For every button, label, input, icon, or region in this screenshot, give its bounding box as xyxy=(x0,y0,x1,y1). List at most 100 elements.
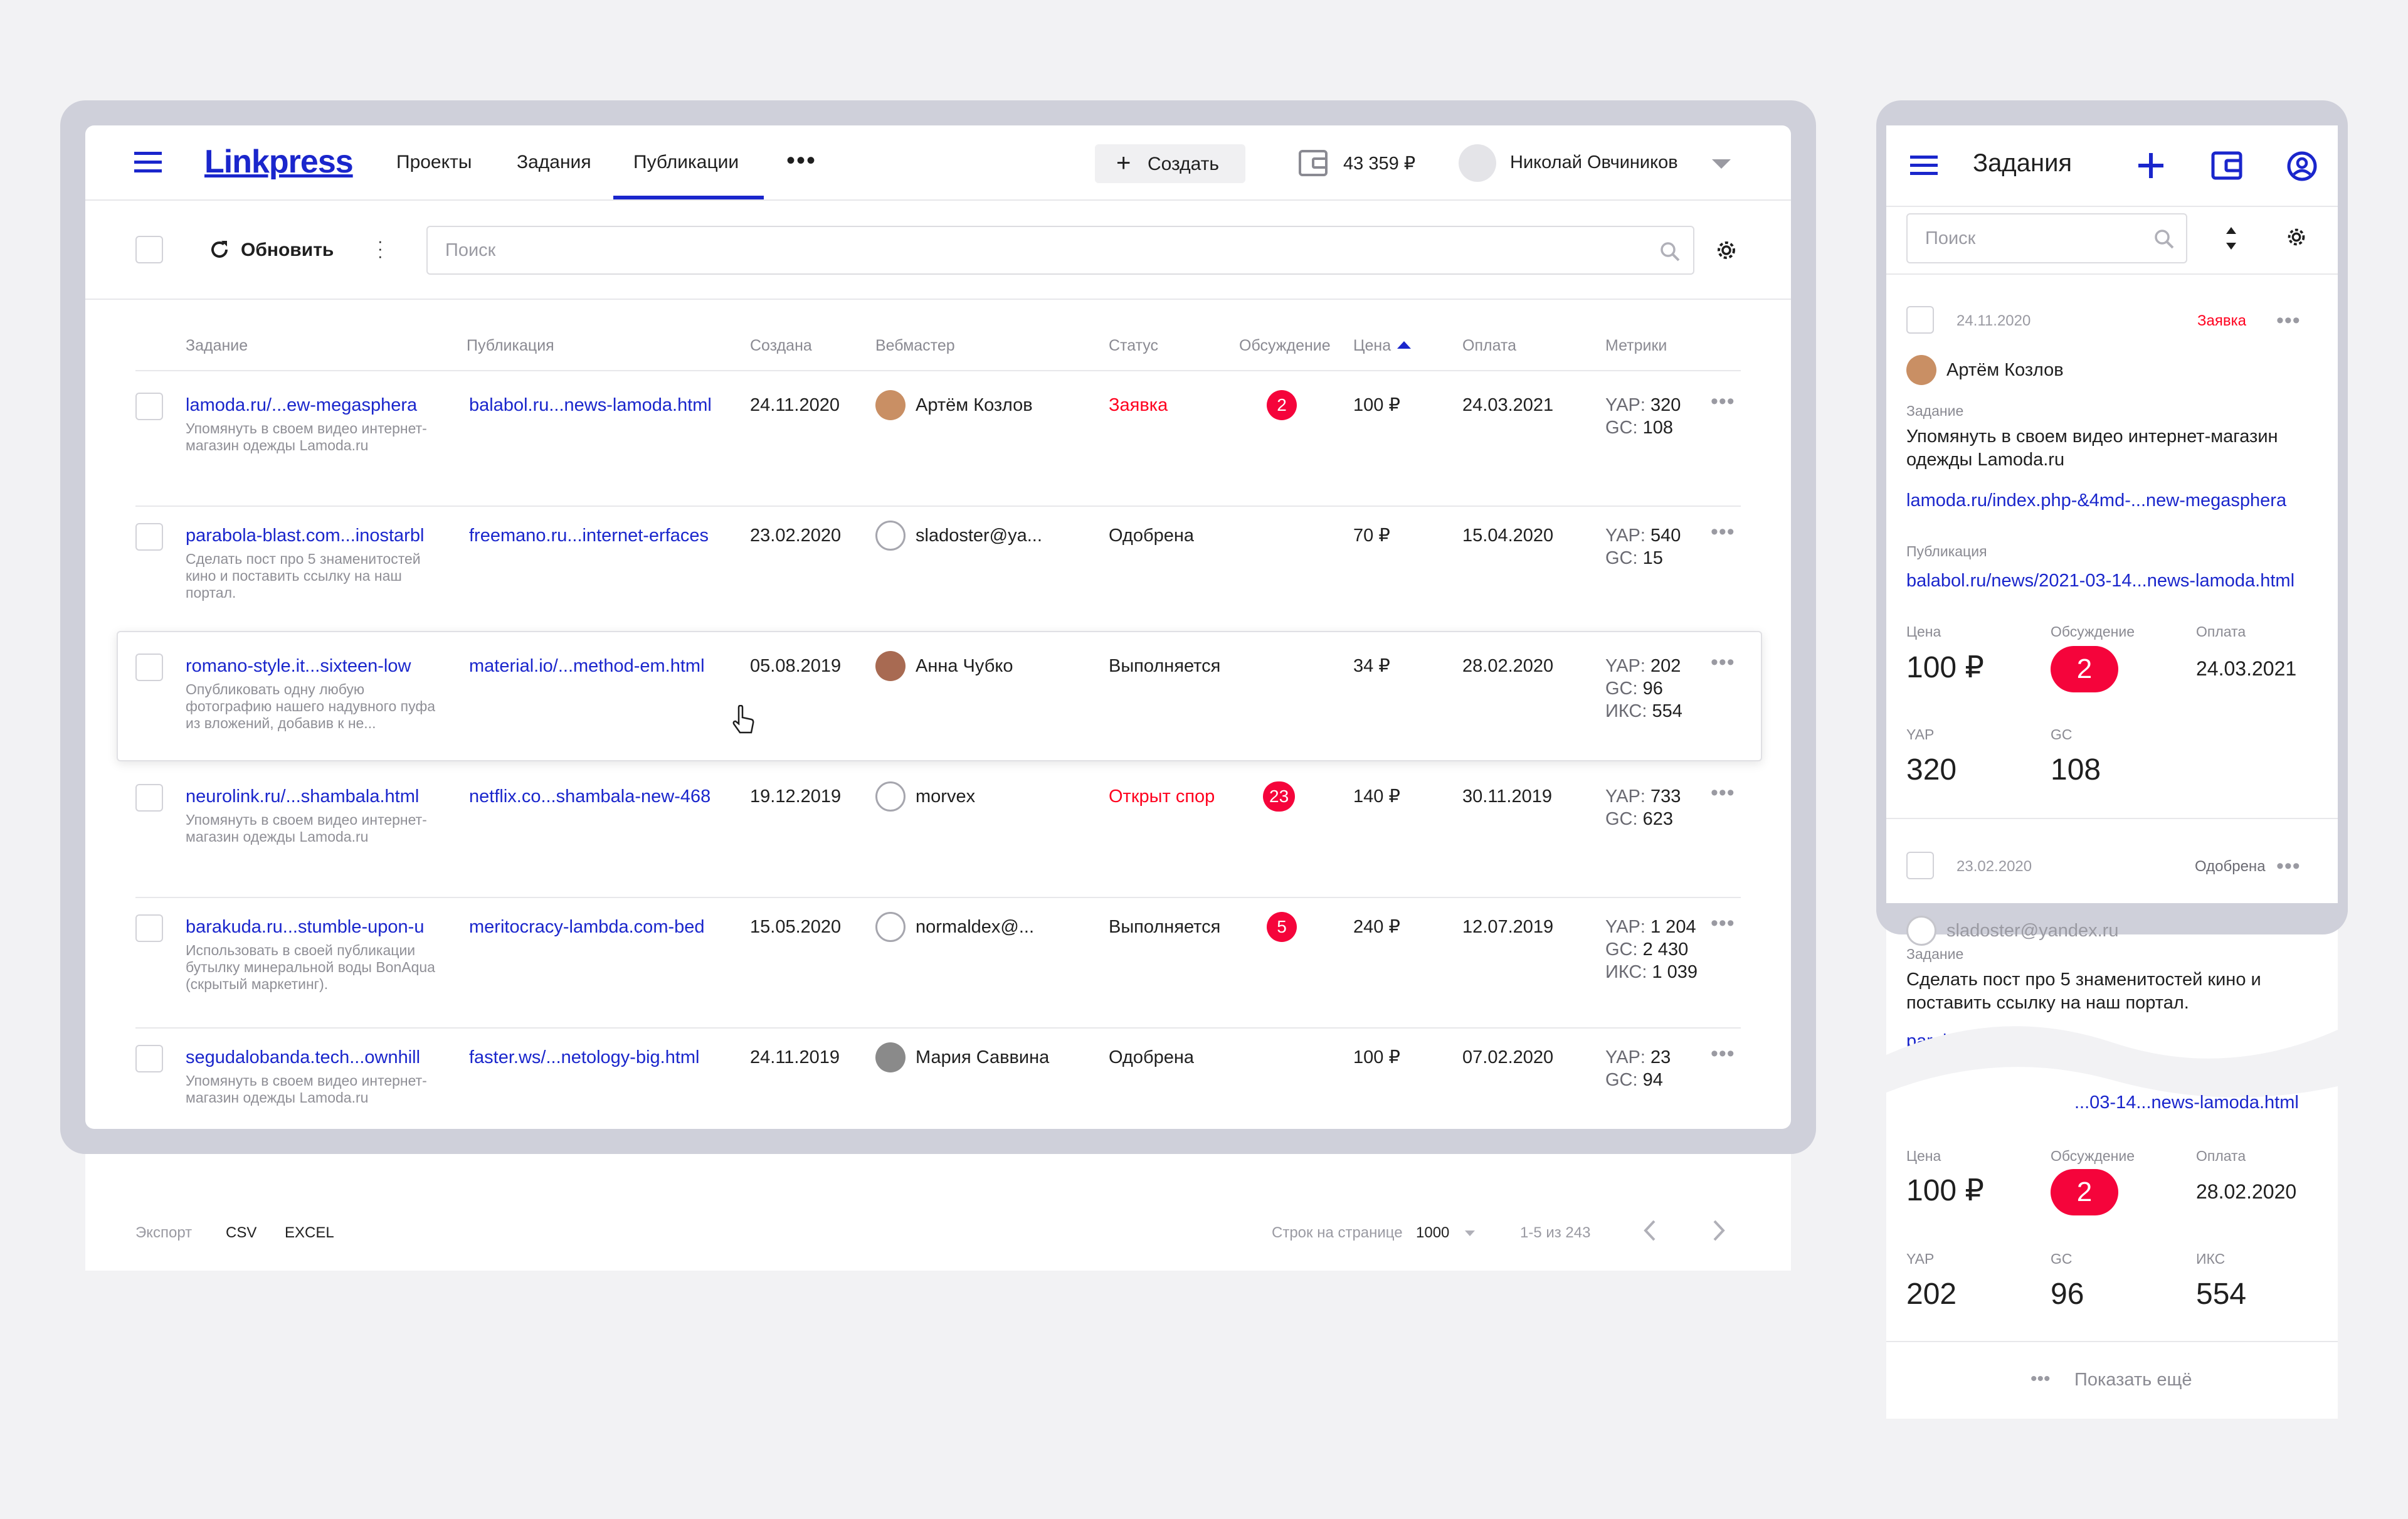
task-link[interactable]: barakuda.ru...stumble-upon-u xyxy=(186,917,425,937)
header-discussion[interactable]: Обсуждение xyxy=(1239,337,1331,354)
sort-asc-icon[interactable] xyxy=(1397,341,1411,349)
create-label: Создать xyxy=(1148,154,1220,174)
header-webmaster[interactable]: Вебмастер xyxy=(875,337,955,354)
card2-gc-label: GC xyxy=(2051,1251,2073,1267)
row-more-icon[interactable]: ••• xyxy=(1711,650,1735,674)
task-link[interactable]: neurolink.ru/...shambala.html xyxy=(186,786,420,807)
task-description: Сделать пост про 5 знаменитостей кино и … xyxy=(186,551,421,601)
card2-more-icon[interactable]: ••• xyxy=(2276,854,2301,878)
discussion-badge[interactable]: 5 xyxy=(1267,912,1297,942)
header-task[interactable]: Задание xyxy=(186,337,248,354)
card1-discussion-badge[interactable]: 2 xyxy=(2051,646,2118,692)
settings-gear-icon[interactable] xyxy=(1713,237,1740,263)
row-more-icon[interactable]: ••• xyxy=(1711,781,1735,805)
header-created[interactable]: Создана xyxy=(750,337,812,354)
metric-key: YAP: xyxy=(1605,917,1645,937)
row-more-icon[interactable]: ••• xyxy=(1711,1042,1735,1066)
create-button[interactable]: + Создать xyxy=(1095,144,1245,183)
publication-link[interactable]: netflix.co...shambala-new-468 xyxy=(469,786,711,807)
webmaster-name[interactable]: normaldex@... xyxy=(916,917,1035,937)
card1-more-icon[interactable]: ••• xyxy=(2276,309,2301,332)
prev-page-icon[interactable] xyxy=(1643,1219,1657,1242)
metric-key: GC: xyxy=(1605,548,1638,568)
mobile-sort-icon[interactable] xyxy=(2225,226,2237,251)
card2-status: Одобрена xyxy=(2195,858,2266,875)
rows-per-page-label: Строк на странице xyxy=(1272,1224,1403,1241)
status-label: Выполняется xyxy=(1109,656,1221,676)
row-more-icon[interactable]: ••• xyxy=(1711,911,1735,935)
user-name[interactable]: Николай Овчиников xyxy=(1510,152,1678,172)
card1-task-link[interactable]: lamoda.ru/index.php-&4md-...new-megasphe… xyxy=(1906,490,2287,511)
row-checkbox[interactable] xyxy=(135,654,163,681)
row-more-icon[interactable]: ••• xyxy=(1711,389,1735,413)
mobile-wallet-icon[interactable] xyxy=(2211,151,2242,181)
status-label: Выполняется xyxy=(1109,917,1221,937)
card1-discussion-label: Обсуждение xyxy=(2051,623,2135,640)
header-paid[interactable]: Оплата xyxy=(1462,337,1516,354)
row-checkbox[interactable] xyxy=(135,523,163,551)
export-excel-button[interactable]: EXCEL xyxy=(285,1224,334,1241)
nav-publications[interactable]: Публикации xyxy=(633,152,739,172)
more-nav-icon[interactable]: ••• xyxy=(786,147,817,174)
card2-discussion-badge[interactable]: 2 xyxy=(2051,1169,2118,1215)
task-link[interactable]: parabola-blast.com...inostarbl xyxy=(186,526,425,546)
metric-key: GC: xyxy=(1605,1070,1638,1090)
nav-projects[interactable]: Проекты xyxy=(396,152,472,172)
mobile-add-icon[interactable] xyxy=(2137,152,2165,179)
select-all-checkbox[interactable] xyxy=(135,236,163,263)
mobile-menu-icon[interactable] xyxy=(1910,154,1938,177)
publication-link[interactable]: material.io/...method-em.html xyxy=(469,656,705,676)
mobile-search-input[interactable]: Поиск xyxy=(1906,213,2187,263)
discussion-badge[interactable]: 23 xyxy=(1263,781,1296,812)
header-metrics[interactable]: Метрики xyxy=(1605,337,1667,354)
refresh-icon[interactable] xyxy=(208,238,231,261)
publication-link[interactable]: freemano.ru...internet-erfaces xyxy=(469,526,709,546)
mobile-settings-gear-icon[interactable] xyxy=(2284,225,2309,250)
header-price[interactable]: Цена xyxy=(1353,337,1391,354)
card2-checkbox[interactable] xyxy=(1906,852,1934,879)
metric-value: 540 xyxy=(1650,526,1681,546)
webmaster-name[interactable]: Мария Саввина xyxy=(916,1047,1050,1067)
webmaster-name[interactable]: morvex xyxy=(916,786,976,807)
card2-avatar xyxy=(1906,916,1936,946)
task-link[interactable]: segudalobanda.tech...ownhill xyxy=(186,1047,421,1067)
toolbar-more-icon[interactable]: · · · xyxy=(378,231,383,265)
publication-link[interactable]: faster.ws/...netology-big.html xyxy=(469,1047,700,1067)
chevron-down-icon[interactable] xyxy=(1712,159,1731,169)
export-label: Экспорт xyxy=(135,1224,193,1241)
row-checkbox[interactable] xyxy=(135,1045,163,1072)
refresh-label[interactable]: Обновить xyxy=(241,240,334,260)
webmaster-name[interactable]: Артём Козлов xyxy=(916,395,1033,415)
rows-per-page-select[interactable]: 1000 xyxy=(1416,1224,1450,1241)
export-csv-button[interactable]: CSV xyxy=(226,1224,257,1241)
header-status[interactable]: Статус xyxy=(1109,337,1159,354)
card2-pub-link[interactable]: ...03-14...news-lamoda.html xyxy=(2074,1093,2299,1113)
card1-pub-link[interactable]: balabol.ru/news/2021-03-14...news-lamoda… xyxy=(1906,571,2295,591)
card1-gc: 108 xyxy=(2051,753,2101,786)
row-checkbox[interactable] xyxy=(135,393,163,420)
webmaster-name[interactable]: sladoster@ya... xyxy=(916,526,1042,546)
publication-link[interactable]: meritocracy-lambda.com-bed xyxy=(469,917,705,937)
task-link[interactable]: romano-style.it...sixteen-low xyxy=(186,656,411,676)
user-avatar[interactable] xyxy=(1459,144,1496,182)
discussion-badge[interactable]: 2 xyxy=(1267,390,1297,420)
nav-tasks[interactable]: Задания xyxy=(517,152,591,172)
publication-link[interactable]: balabol.ru...news-lamoda.html xyxy=(469,395,712,415)
card2-discussion-label: Обсуждение xyxy=(2051,1148,2135,1164)
row-checkbox[interactable] xyxy=(135,914,163,942)
menu-icon[interactable] xyxy=(134,151,162,174)
search-input[interactable]: Поиск xyxy=(426,226,1694,275)
task-link[interactable]: lamoda.ru/...ew-megasphera xyxy=(186,395,418,415)
mobile-account-icon[interactable] xyxy=(2286,151,2318,182)
row-checkbox[interactable] xyxy=(135,784,163,812)
row-more-icon[interactable]: ••• xyxy=(1711,520,1735,544)
wallet-icon[interactable] xyxy=(1298,148,1328,178)
header-publication[interactable]: Публикация xyxy=(467,337,554,354)
metric-value: 108 xyxy=(1642,418,1674,438)
next-page-icon[interactable] xyxy=(1712,1219,1726,1242)
rows-per-page-chevron-icon[interactable] xyxy=(1465,1231,1475,1236)
page-range: 1-5 из 243 xyxy=(1520,1224,1591,1241)
webmaster-name[interactable]: Анна Чубко xyxy=(916,656,1013,676)
card1-checkbox[interactable] xyxy=(1906,306,1934,334)
logo[interactable]: Linkpress xyxy=(204,144,354,180)
